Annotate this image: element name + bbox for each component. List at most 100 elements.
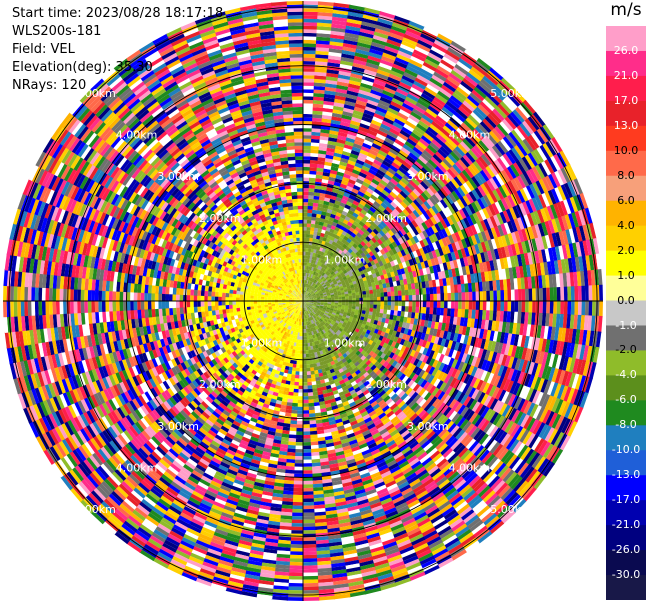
- velocity-gate: [336, 84, 349, 91]
- velocity-gate: [309, 177, 317, 182]
- velocity-gate: [461, 300, 466, 310]
- velocity-gate: [328, 133, 339, 139]
- velocity-gate: [317, 160, 326, 166]
- velocity-gate: [542, 287, 547, 302]
- velocity-gate: [307, 251, 311, 256]
- velocity-gate: [321, 229, 326, 234]
- velocity-gate: [307, 258, 310, 263]
- velocity-gate: [312, 234, 318, 239]
- velocity-gate: [377, 103, 390, 111]
- velocity-gate: [359, 123, 371, 130]
- velocity-gate: [306, 223, 312, 228]
- velocity-gate: [315, 57, 329, 63]
- velocity-gate: [493, 290, 498, 302]
- velocity-gate: [408, 300, 413, 307]
- velocity-gate: [328, 55, 343, 61]
- velocity-gate: [397, 50, 413, 60]
- velocity-gate: [304, 336, 308, 340]
- velocity-gate: [305, 283, 308, 288]
- velocity-gate: [574, 286, 579, 302]
- velocity-gate: [329, 37, 345, 44]
- velocity-gate: [445, 50, 462, 62]
- velocity-gate: [370, 119, 383, 127]
- velocity-gate: [454, 63, 470, 76]
- velocity-gate: [371, 41, 387, 50]
- velocity-gate: [383, 287, 388, 293]
- velocity-gate: [311, 128, 322, 133]
- velocity-gate: [304, 269, 307, 273]
- velocity-gate: [309, 174, 317, 179]
- velocity-gate: [444, 293, 448, 302]
- velocity-gate: [317, 269, 321, 274]
- velocity-gate: [433, 96, 447, 108]
- velocity-gate: [310, 286, 314, 290]
- velocity-gate: [317, 228, 323, 233]
- velocity-gate: [302, 135, 312, 139]
- velocity-gate: [457, 308, 462, 318]
- velocity-gate: [387, 151, 398, 160]
- velocity-gate: [317, 203, 324, 208]
- velocity-gate: [302, 156, 311, 160]
- velocity-gate: [302, 219, 308, 224]
- velocity-gate: [311, 274, 315, 279]
- velocity-gate: [357, 92, 370, 100]
- velocity-gate: [400, 105, 413, 115]
- velocity-gate: [398, 149, 410, 159]
- velocity-gate: [304, 294, 307, 298]
- velocity-gate: [308, 399, 314, 404]
- velocity-gate: [373, 297, 378, 302]
- velocity-gate: [447, 300, 452, 310]
- velocity-gate: [308, 406, 315, 411]
- velocity-gate: [313, 231, 318, 236]
- velocity-gate: [302, 258, 306, 263]
- velocity-gate: [326, 187, 334, 192]
- velocity-gate: [309, 423, 317, 428]
- velocity-gate: [329, 126, 340, 132]
- velocity-gate: [335, 212, 342, 218]
- velocity-gate: [359, 294, 363, 299]
- velocity-gate: [327, 259, 333, 264]
- velocity-gate: [310, 227, 315, 232]
- velocity-gate: [371, 86, 385, 94]
- velocity-gate: [507, 289, 512, 302]
- velocity-gate: [414, 46, 431, 56]
- velocity-gate: [439, 286, 444, 295]
- velocity-gate: [302, 226, 307, 231]
- velocity-gate: [302, 99, 314, 104]
- velocity-gate: [345, 93, 359, 100]
- velocity-gate: [309, 167, 318, 172]
- velocity-gate: [344, 170, 353, 176]
- velocity-gate: [305, 346, 309, 351]
- velocity-gate: [310, 441, 319, 446]
- velocity-gate: [322, 264, 327, 269]
- velocity-gate: [422, 307, 427, 315]
- velocity-gate: [352, 113, 364, 120]
- velocity-gate: [308, 188, 315, 193]
- velocity-gate: [374, 109, 387, 118]
- velocity-gate: [374, 136, 385, 144]
- velocity-gate: [302, 149, 312, 153]
- velocity-gate: [313, 227, 319, 232]
- velocity-gate: [307, 385, 313, 390]
- velocity-gate: [327, 255, 332, 260]
- velocity-gate: [302, 82, 315, 86]
- velocity-gate: [432, 42, 449, 54]
- velocity-gate: [310, 448, 320, 453]
- velocity-gate: [408, 306, 413, 313]
- velocity-gate: [317, 278, 321, 282]
- velocity-gate: [309, 420, 317, 425]
- velocity-gate: [384, 296, 388, 302]
- velocity-gate: [302, 18, 319, 23]
- velocity-gate: [343, 104, 356, 111]
- velocity-gate: [391, 22, 409, 31]
- velocity-gate: [403, 71, 418, 82]
- velocity-gate: [305, 255, 308, 259]
- velocity-gate: [496, 290, 501, 302]
- velocity-gate: [342, 111, 354, 117]
- velocity-gate: [525, 288, 529, 302]
- velocity-gate: [313, 86, 326, 91]
- velocity-gate: [335, 91, 348, 98]
- velocity-gate: [402, 37, 419, 47]
- velocity-gate: [306, 287, 309, 292]
- velocity-gate: [405, 295, 409, 302]
